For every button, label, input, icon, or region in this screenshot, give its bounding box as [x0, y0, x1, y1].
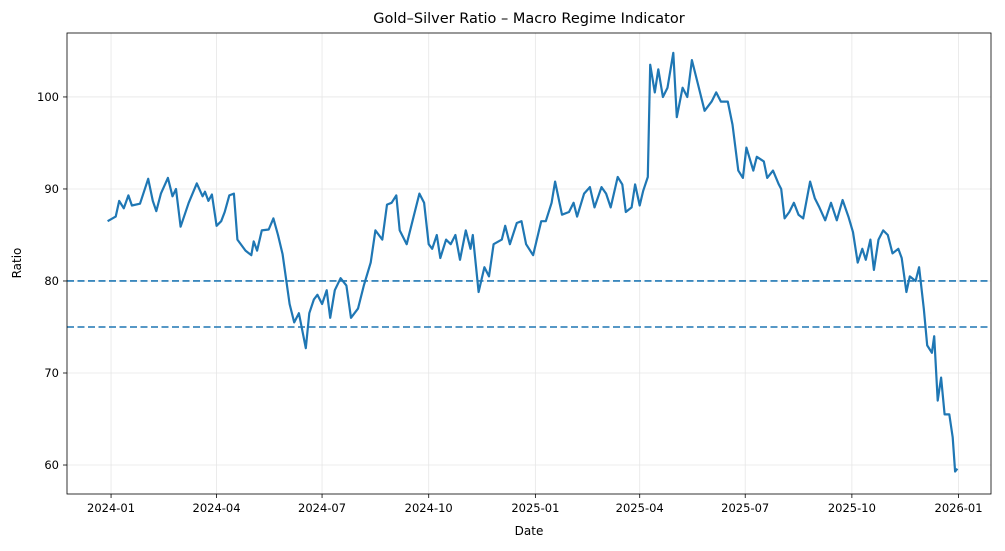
series-group: [108, 53, 958, 472]
y-axis-label: Ratio: [10, 248, 24, 279]
y-axis-ticks: 60 70 80 90 100: [37, 90, 67, 472]
y-tick-label: 60: [44, 458, 59, 472]
x-tick-label: 2024-10: [405, 501, 453, 515]
x-tick-label: 2025-04: [616, 501, 664, 515]
plot-frame: [67, 33, 991, 494]
x-axis-label: Date: [515, 524, 544, 538]
x-tick-label: 2025-10: [828, 501, 876, 515]
x-tick-label: 2025-07: [721, 501, 769, 515]
x-tick-label: 2026-01: [935, 501, 983, 515]
x-tick-label: 2024-07: [298, 501, 346, 515]
x-tick-label: 2024-04: [193, 501, 241, 515]
x-tick-label: 2025-01: [511, 501, 559, 515]
y-tick-label: 100: [37, 90, 59, 104]
y-tick-label: 90: [44, 182, 59, 196]
grid: [67, 33, 991, 494]
reference-lines: [67, 281, 991, 327]
chart-title: Gold–Silver Ratio – Macro Regime Indicat…: [373, 11, 684, 27]
y-tick-label: 70: [44, 366, 59, 380]
series-line: [108, 53, 958, 472]
x-axis-ticks: 2024-01 2024-04 2024-07 2024-10 2025-01 2025-…: [87, 494, 983, 515]
x-tick-label: 2024-01: [87, 501, 135, 515]
y-tick-label: 80: [44, 274, 59, 288]
